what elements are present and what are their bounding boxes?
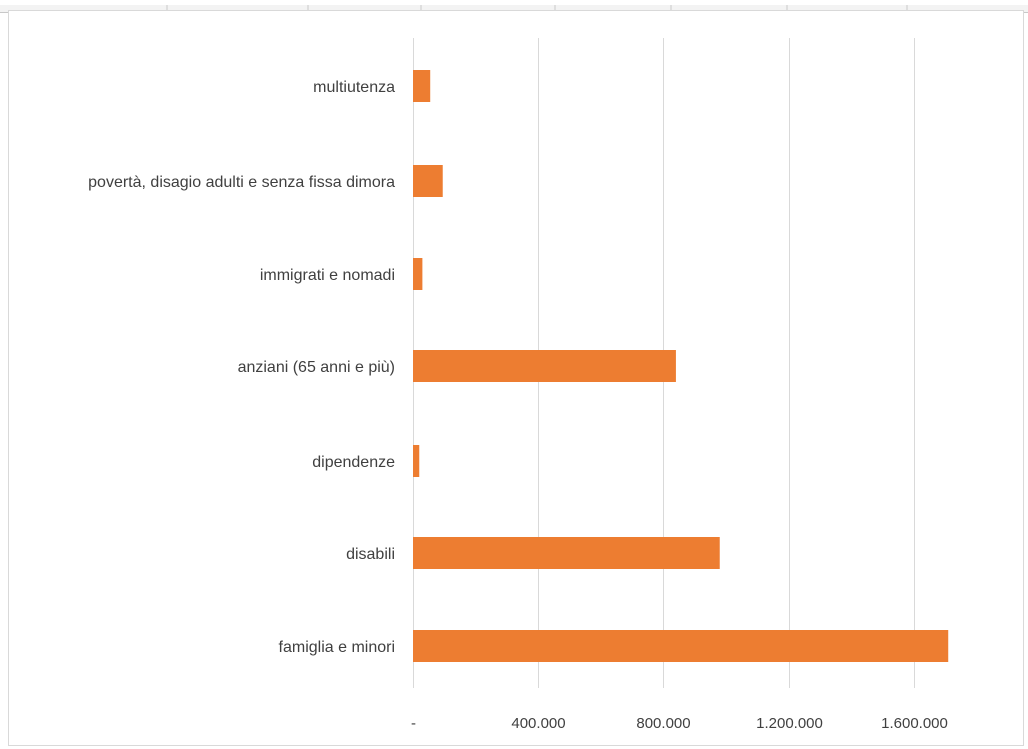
category-label: immigrati e nomadi xyxy=(260,267,395,284)
bar xyxy=(413,258,423,290)
bar xyxy=(413,70,431,102)
x-tick-label: 800.000 xyxy=(636,715,690,732)
category-labels: multiutenza povertà, disagio adulti e sen… xyxy=(88,79,395,656)
strip-background xyxy=(0,5,1028,13)
bars xyxy=(413,70,949,662)
x-tick-label: - xyxy=(411,715,416,732)
bar xyxy=(413,630,949,662)
bar xyxy=(413,165,443,197)
category-label: famiglia e minori xyxy=(279,639,395,656)
category-label: povertà, disagio adulti e senza fissa di… xyxy=(88,174,395,191)
bar xyxy=(413,537,720,569)
category-label: multiutenza xyxy=(313,79,395,96)
category-label: disabili xyxy=(346,546,395,563)
bar xyxy=(413,350,676,382)
category-label: anziani (65 anni e più) xyxy=(238,359,395,376)
x-tick-label: 1.600.000 xyxy=(881,715,948,732)
x-tick-label: 400.000 xyxy=(511,715,565,732)
x-tick-label: 1.200.000 xyxy=(756,715,823,732)
category-label: dipendenze xyxy=(312,454,395,471)
x-axis-tick-labels: - 400.000 800.000 1.200.000 1.600.000 xyxy=(411,715,948,732)
bar xyxy=(413,445,420,477)
